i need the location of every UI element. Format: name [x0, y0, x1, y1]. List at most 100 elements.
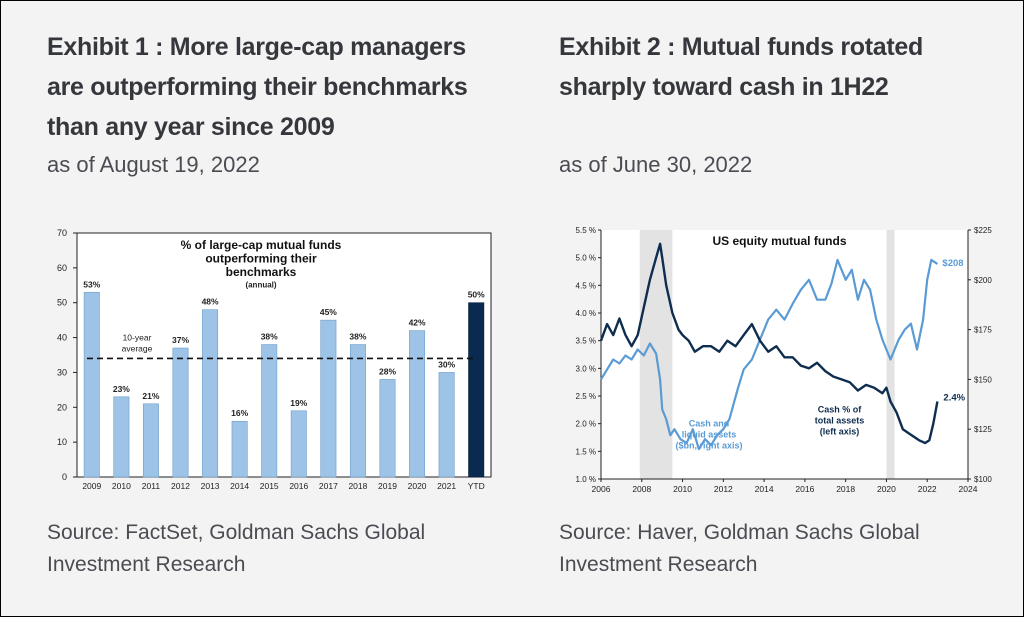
- bar-value-label: 21%: [142, 391, 159, 401]
- exhibit1-title-line: than any year since 2009: [47, 113, 335, 141]
- y-left-tick-label: 1.5 %: [576, 447, 596, 456]
- average-label: 10-year: [123, 332, 152, 342]
- bar-value-label: 30%: [438, 359, 455, 369]
- x-tick-label: 2024: [959, 484, 978, 494]
- exhibit2-title-line: sharply toward cash in 1H22: [559, 73, 889, 101]
- y-right-tick-label: $125: [974, 425, 992, 434]
- bar-value-label: 38%: [261, 332, 278, 342]
- exhibit1-title-line: are outperforming their benchmarks: [47, 73, 468, 101]
- x-tick-label: YTD: [468, 481, 485, 491]
- x-tick-label: 2011: [142, 481, 161, 491]
- bar-value-label: 19%: [290, 398, 307, 408]
- y-tick-label: 70: [57, 228, 67, 238]
- x-tick-label: 2020: [408, 481, 427, 491]
- y-left-tick-label: 5.0 %: [576, 254, 596, 263]
- exhibit2-source: Source: Haver, Goldman Sachs Global Inve…: [559, 517, 920, 581]
- bar: [468, 302, 485, 478]
- y-tick-label: 30: [57, 367, 67, 377]
- bar-value-label: 16%: [231, 408, 248, 418]
- x-tick-label: 2022: [918, 484, 937, 494]
- y-tick-label: 20: [57, 402, 67, 412]
- exhibit2-line-chart: 1.0 % 1.5 % 2.0 % 2.5 % 3.0 % 3.5 % 4.0 % 4.5 %…: [576, 226, 993, 494]
- exhibit1-bar-chart: 0 10 20 30 40 50 60 70 53% 2009 23% 2010 21% 2011 37% 2…: [57, 228, 492, 491]
- cash-liquid-assets-line: [600, 258, 939, 451]
- y-right-tick-label: $150: [974, 375, 992, 384]
- legend-label-line: liquid assets: [682, 429, 737, 439]
- y-left-tick-label: 1.0 %: [576, 475, 596, 484]
- y-left-tick-label: 3.0 %: [576, 364, 596, 373]
- chart-title-line: outperforming their: [205, 252, 317, 266]
- x-tick-label: 2018: [836, 484, 855, 494]
- end-value-label: $208: [942, 258, 963, 269]
- bar: [231, 420, 248, 478]
- x-tick-label: 2010: [673, 484, 692, 494]
- y-tick-label: 50: [57, 298, 67, 308]
- exhibit1-subtitle: as of August 19, 2022: [47, 152, 260, 177]
- exhibit2-source-line: Investment Research: [559, 553, 758, 576]
- bar-value-label: 42%: [409, 318, 426, 328]
- x-tick-label: 2012: [171, 481, 190, 491]
- x-tick-label: 2015: [260, 481, 279, 491]
- x-tick-label: 2016: [795, 484, 814, 494]
- x-tick-label: 2006: [592, 484, 611, 494]
- y-tick-label: 60: [57, 263, 67, 273]
- y-right-tick-label: $225: [974, 226, 992, 235]
- exhibit2-title: Exhibit 2 : Mutual funds rotated sharply…: [559, 27, 923, 107]
- end-value-label: 2.4%: [943, 393, 965, 404]
- x-tick-label: 2012: [714, 484, 733, 494]
- bar: [290, 410, 307, 478]
- x-tick-label: 2016: [289, 481, 308, 491]
- bar-value-label: 48%: [202, 297, 219, 307]
- x-tick-label: 2019: [378, 481, 397, 491]
- cash-percent-line: [599, 242, 939, 445]
- bar: [83, 291, 100, 478]
- exhibit1-title-line: Exhibit 1 : More large-cap managers: [47, 33, 466, 61]
- recession-shading: [886, 230, 895, 479]
- chart-title-line: % of large-cap mutual funds: [181, 238, 342, 252]
- exhibit2-title-line: Exhibit 2 : Mutual funds rotated: [559, 33, 924, 61]
- exhibit2-subtitle: as of June 30, 2022: [559, 152, 753, 177]
- x-tick-label: 2010: [112, 481, 131, 491]
- y-right-tick-label: $200: [974, 276, 992, 285]
- y-left-tick-label: 2.5 %: [576, 392, 596, 401]
- bar-value-label: 23%: [113, 384, 130, 394]
- y-right-tick-label: $175: [974, 326, 992, 335]
- chart-subtitle: (annual): [245, 281, 276, 290]
- exhibit1-title: Exhibit 1 : More large-cap managers are …: [47, 27, 468, 147]
- x-tick-label: 2008: [632, 484, 651, 494]
- bar: [438, 372, 455, 478]
- x-tick-label: 2020: [877, 484, 896, 494]
- bar-value-label: 28%: [379, 366, 396, 376]
- chart-title-line: benchmarks: [226, 265, 297, 279]
- bar: [379, 379, 396, 478]
- y-tick-label: 0: [62, 472, 67, 482]
- y-left-tick-label: 4.0 %: [576, 309, 596, 318]
- y-tick-label: 10: [57, 437, 67, 447]
- chart-title: US equity mutual funds: [712, 234, 846, 248]
- y-left-tick-label: 3.5 %: [576, 337, 596, 346]
- x-tick-label: 2014: [230, 481, 249, 491]
- x-tick-label: 2021: [437, 481, 456, 491]
- bar: [261, 344, 278, 478]
- exhibit1-source-line: Investment Research: [47, 553, 246, 576]
- bar-value-label: 45%: [320, 307, 337, 317]
- y-left-tick-label: 5.5 %: [576, 226, 596, 235]
- bar: [409, 330, 426, 478]
- x-tick-label: 2013: [201, 481, 220, 491]
- y-right-tick-label: $100: [974, 475, 992, 484]
- average-label: average: [122, 343, 153, 353]
- exhibit1-source: Source: FactSet, Goldman Sachs Global In…: [47, 517, 425, 581]
- bar-value-label: 37%: [172, 335, 189, 345]
- x-tick-label: 2017: [319, 481, 338, 491]
- legend-label-line: ($bn, right axis): [676, 440, 743, 450]
- bar: [172, 347, 189, 478]
- y-left-tick-label: 2.0 %: [576, 420, 596, 429]
- y-left-tick-label: 4.5 %: [576, 281, 596, 290]
- y-tick-label: 40: [57, 333, 67, 343]
- x-tick-label: 2018: [348, 481, 367, 491]
- exhibit1-source-line: Source: FactSet, Goldman Sachs Global: [47, 521, 426, 544]
- exhibit2-source-line: Source: Haver, Goldman Sachs Global: [559, 521, 920, 544]
- legend-label-line: (left axis): [820, 427, 860, 437]
- x-tick-label: 2009: [82, 481, 101, 491]
- bar: [113, 396, 130, 478]
